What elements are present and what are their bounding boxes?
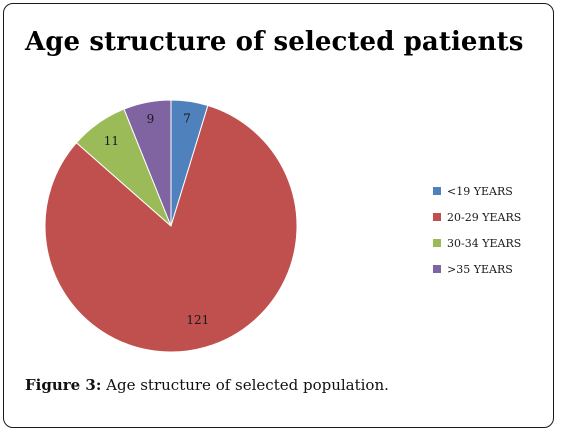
pie-data-label-2: 11 bbox=[104, 134, 119, 148]
legend-label: 30-34 YEARS bbox=[447, 236, 522, 250]
legend-swatch bbox=[433, 213, 441, 221]
legend-item-20-29: 20-29 YEARS bbox=[433, 204, 553, 230]
legend-item-over-35: >35 YEARS bbox=[433, 256, 553, 282]
pie-slice-3 bbox=[123, 99, 172, 227]
legend-label: <19 YEARS bbox=[447, 184, 513, 198]
legend-swatch bbox=[433, 265, 441, 273]
pie-data-label-1: 121 bbox=[186, 313, 209, 327]
pie-data-label-3: 9 bbox=[147, 112, 155, 126]
caption-label: Figure 3: bbox=[25, 376, 102, 394]
legend-item-30-34: 30-34 YEARS bbox=[433, 230, 553, 256]
legend-item-under-19: <19 YEARS bbox=[433, 178, 553, 204]
legend-label: >35 YEARS bbox=[447, 262, 513, 276]
legend-swatch bbox=[433, 187, 441, 195]
legend-label: 20-29 YEARS bbox=[447, 210, 522, 224]
pie-slice-1 bbox=[44, 104, 298, 353]
chart-title: Age structure of selected patients bbox=[25, 27, 524, 57]
chart-legend: <19 YEARS 20-29 YEARS 30-34 YEARS >35 YE… bbox=[433, 178, 553, 282]
pie-data-label-0: 7 bbox=[183, 111, 191, 125]
legend-swatch bbox=[433, 239, 441, 247]
figure-caption: Figure 3: Age structure of selected popu… bbox=[25, 376, 389, 394]
caption-text: Age structure of selected population. bbox=[101, 376, 389, 394]
